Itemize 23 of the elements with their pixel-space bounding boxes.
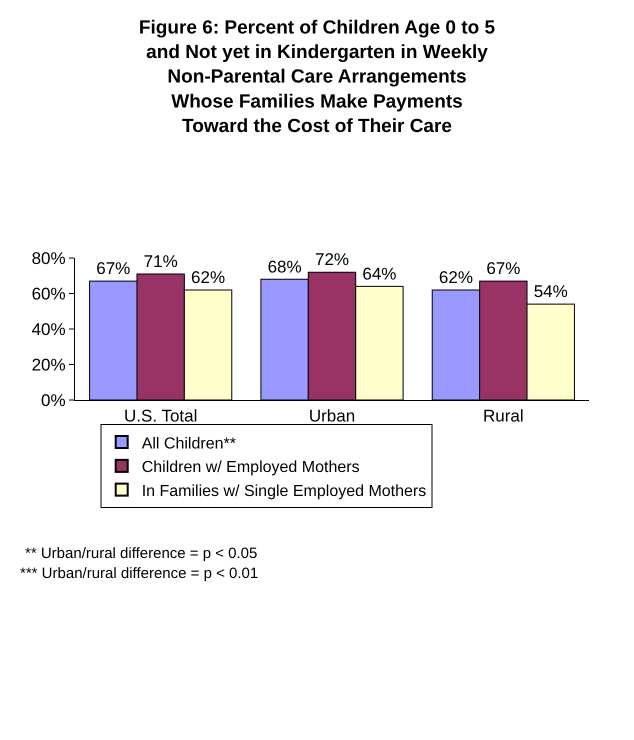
x-tick-label: Rural [483,406,524,426]
data-label: 67% [96,259,130,278]
y-tick-label: 0% [41,390,66,410]
legend-label: Children w/ Employed Mothers [142,459,360,476]
x-tick-label: U.S. Total [124,406,198,426]
chart-title: Figure 6: Percent of Children Age 0 to 5 and Not yet in Kindergarten in Weekly Non-Parental Care Arrangements Whose Families Make Payments Toward the Cost of Their Care [138,17,496,138]
data-label: 68% [268,257,302,276]
x-tick-label: Urban [308,406,356,426]
text: *** Urban/rural difference = p < 0.01 [20,565,258,582]
y-tick-label: 40% [32,320,66,339]
data-label: 71% [144,252,178,271]
data-label: 72% [314,250,350,270]
data-label: 67% [486,259,520,278]
legend-label: All Children** [142,435,236,452]
y-tick-label: 20% [32,355,66,374]
legend-label: In Families w/ Single Employed Mothers [142,482,426,500]
data-label: 54% [534,282,568,302]
data-label: 62% [438,268,473,287]
y-tick-label: 80% [32,248,66,268]
data-label: 64% [362,264,396,284]
text: ** Urban/rural difference = p < 0.05 [25,545,258,562]
y-tick-label: 60% [32,284,66,304]
data-label: 62% [191,268,226,287]
